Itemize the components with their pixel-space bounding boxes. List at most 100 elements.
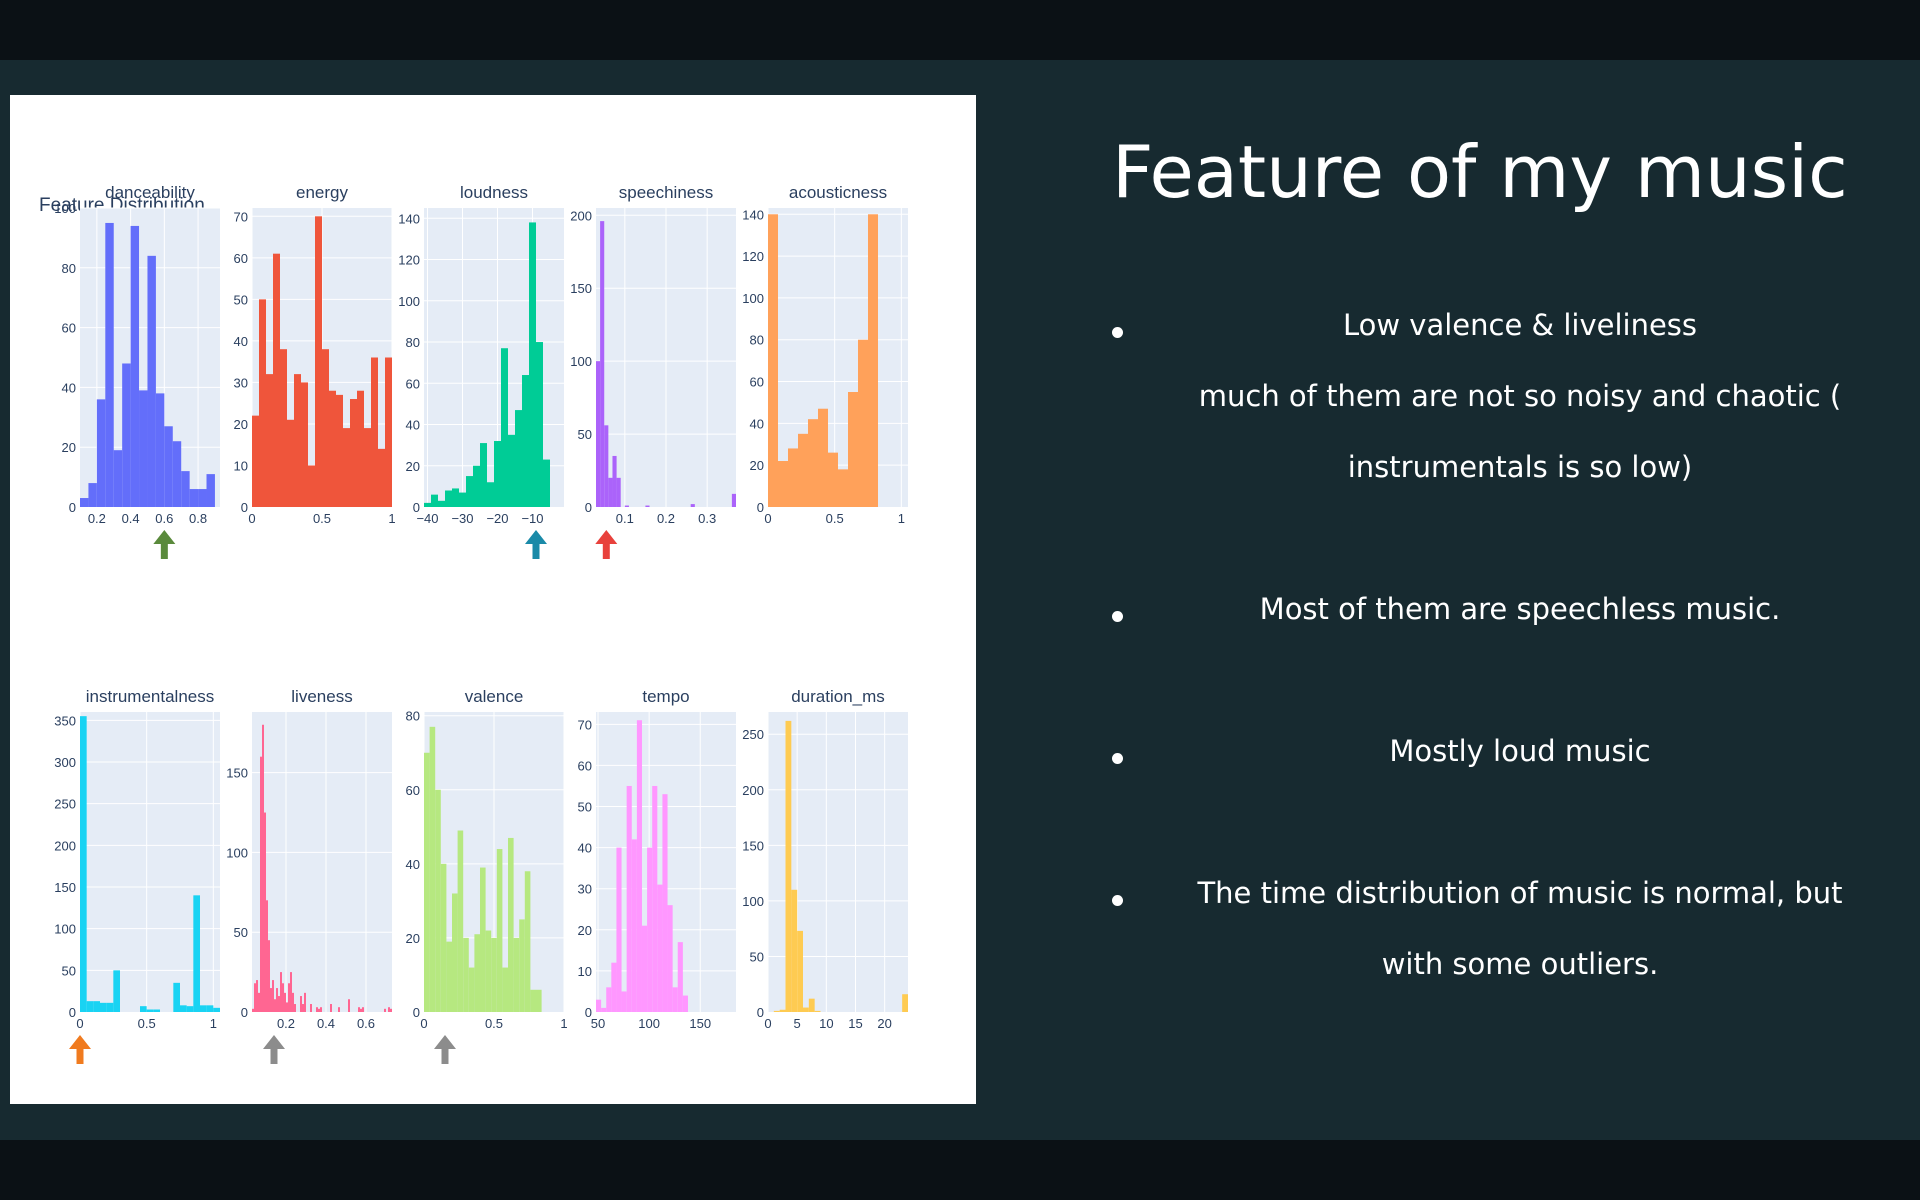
x-tick-label: 50	[591, 1016, 605, 1031]
x-tick-label: 0.3	[698, 511, 716, 526]
histogram-bar	[631, 839, 637, 1012]
histogram-bar	[848, 392, 858, 507]
y-tick-label: 50	[62, 963, 76, 978]
y-tick-label: 40	[234, 334, 248, 349]
histogram-bar	[140, 1006, 147, 1012]
x-tick-label: 0.8	[189, 511, 207, 526]
histogram-bar	[320, 1007, 322, 1012]
y-tick-label: 40	[750, 416, 764, 431]
histogram-bar	[647, 847, 653, 1012]
y-tick-label: 80	[406, 709, 420, 724]
histogram-bar	[652, 785, 658, 1012]
histogram-bar	[779, 1009, 786, 1012]
histogram-bar	[808, 419, 818, 507]
histogram-bar	[256, 980, 258, 1012]
x-tick-label: 0	[420, 1016, 427, 1031]
histogram-bar	[322, 349, 329, 507]
y-tick-label: 60	[62, 321, 76, 336]
histogram-bar	[519, 919, 525, 1012]
y-tick-label: 10	[578, 964, 592, 979]
subplot-title: liveness	[291, 687, 352, 706]
y-tick-label: 60	[234, 251, 248, 266]
histogram-bar	[348, 999, 350, 1012]
histogram-bar	[798, 433, 808, 507]
y-tick-label: 0	[413, 500, 420, 515]
y-tick-label: 200	[742, 783, 764, 798]
histogram-bar	[390, 1008, 392, 1012]
histogram-bar	[731, 493, 736, 507]
histogram-bar	[487, 482, 494, 507]
up-arrow-icon	[153, 530, 176, 559]
x-tick-label: 0.6	[155, 511, 173, 526]
x-tick-label: −10	[521, 511, 543, 526]
y-tick-label: 40	[578, 841, 592, 856]
x-tick-label: 150	[689, 1016, 711, 1031]
histogram-bar	[287, 419, 294, 507]
y-tick-label: 20	[406, 931, 420, 946]
histogram-bar	[284, 992, 286, 1012]
bullet-line: with some outliers.	[1381, 947, 1659, 981]
histogram-bar	[529, 222, 536, 507]
histogram-bar	[273, 253, 280, 507]
histogram-bar	[252, 415, 259, 507]
histogram-bar	[364, 428, 371, 507]
y-tick-label: 40	[406, 418, 420, 433]
y-tick-label: 100	[570, 354, 592, 369]
histogram-bar	[304, 992, 306, 1012]
histogram-bar	[494, 441, 501, 507]
bullet-dot-icon	[1112, 895, 1123, 906]
histogram-bar	[791, 889, 798, 1012]
histogram-bar	[96, 399, 106, 507]
histogram-bar	[667, 905, 673, 1012]
y-tick-label: 150	[570, 281, 592, 296]
up-arrow-icon	[434, 1035, 456, 1064]
histogram-bar	[828, 452, 838, 507]
y-tick-label: 70	[578, 717, 592, 732]
histogram-bar	[473, 465, 480, 507]
y-tick-label: 0	[241, 500, 248, 515]
y-tick-label: 60	[406, 783, 420, 798]
histogram-bar	[457, 830, 464, 1012]
subplot-title: tempo	[642, 687, 689, 706]
histogram-bar	[388, 1007, 390, 1012]
x-tick-label: −20	[486, 511, 508, 526]
histogram-bar	[113, 970, 120, 1012]
x-tick-label: 0	[764, 511, 771, 526]
histogram-bar	[80, 498, 89, 507]
histogram-bar	[424, 752, 430, 1012]
histogram-bar	[288, 983, 290, 1012]
y-tick-label: 30	[234, 375, 248, 390]
y-tick-label: 300	[54, 755, 76, 770]
y-tick-label: 80	[406, 335, 420, 350]
y-tick-label: 50	[750, 949, 764, 964]
histogram-bar	[543, 459, 550, 507]
histogram-bar	[308, 465, 315, 507]
y-tick-label: 60	[750, 375, 764, 390]
subplot-title: acousticness	[789, 183, 887, 202]
histogram-bar	[280, 972, 282, 1012]
histogram-bar	[122, 363, 131, 507]
histogram-bar	[606, 987, 612, 1012]
histogram-bar	[384, 1008, 386, 1012]
histogram-bar	[180, 1005, 187, 1012]
x-tick-label: 0.4	[317, 1016, 335, 1031]
x-tick-label: 100	[638, 1016, 660, 1031]
bullet-line: Low valence & liveliness	[1342, 308, 1698, 342]
x-tick-label: 1	[210, 1016, 217, 1031]
up-arrow-icon	[595, 530, 618, 559]
histogram-bar	[106, 1002, 114, 1012]
histogram-bar	[452, 488, 459, 507]
histogram-bar	[596, 999, 602, 1012]
y-tick-label: 150	[742, 838, 764, 853]
x-tick-label: −30	[451, 511, 473, 526]
histogram-bar	[300, 996, 302, 1012]
histogram-bar	[445, 490, 452, 507]
histogram-bar	[336, 394, 343, 507]
y-tick-label: 250	[742, 727, 764, 742]
histogram-bar	[438, 500, 445, 507]
histogram-bar	[608, 477, 613, 507]
histogram-bar	[636, 720, 642, 1012]
x-tick-label: 10	[819, 1016, 833, 1031]
histogram-bar	[601, 1007, 607, 1012]
histogram-bar	[193, 895, 200, 1012]
